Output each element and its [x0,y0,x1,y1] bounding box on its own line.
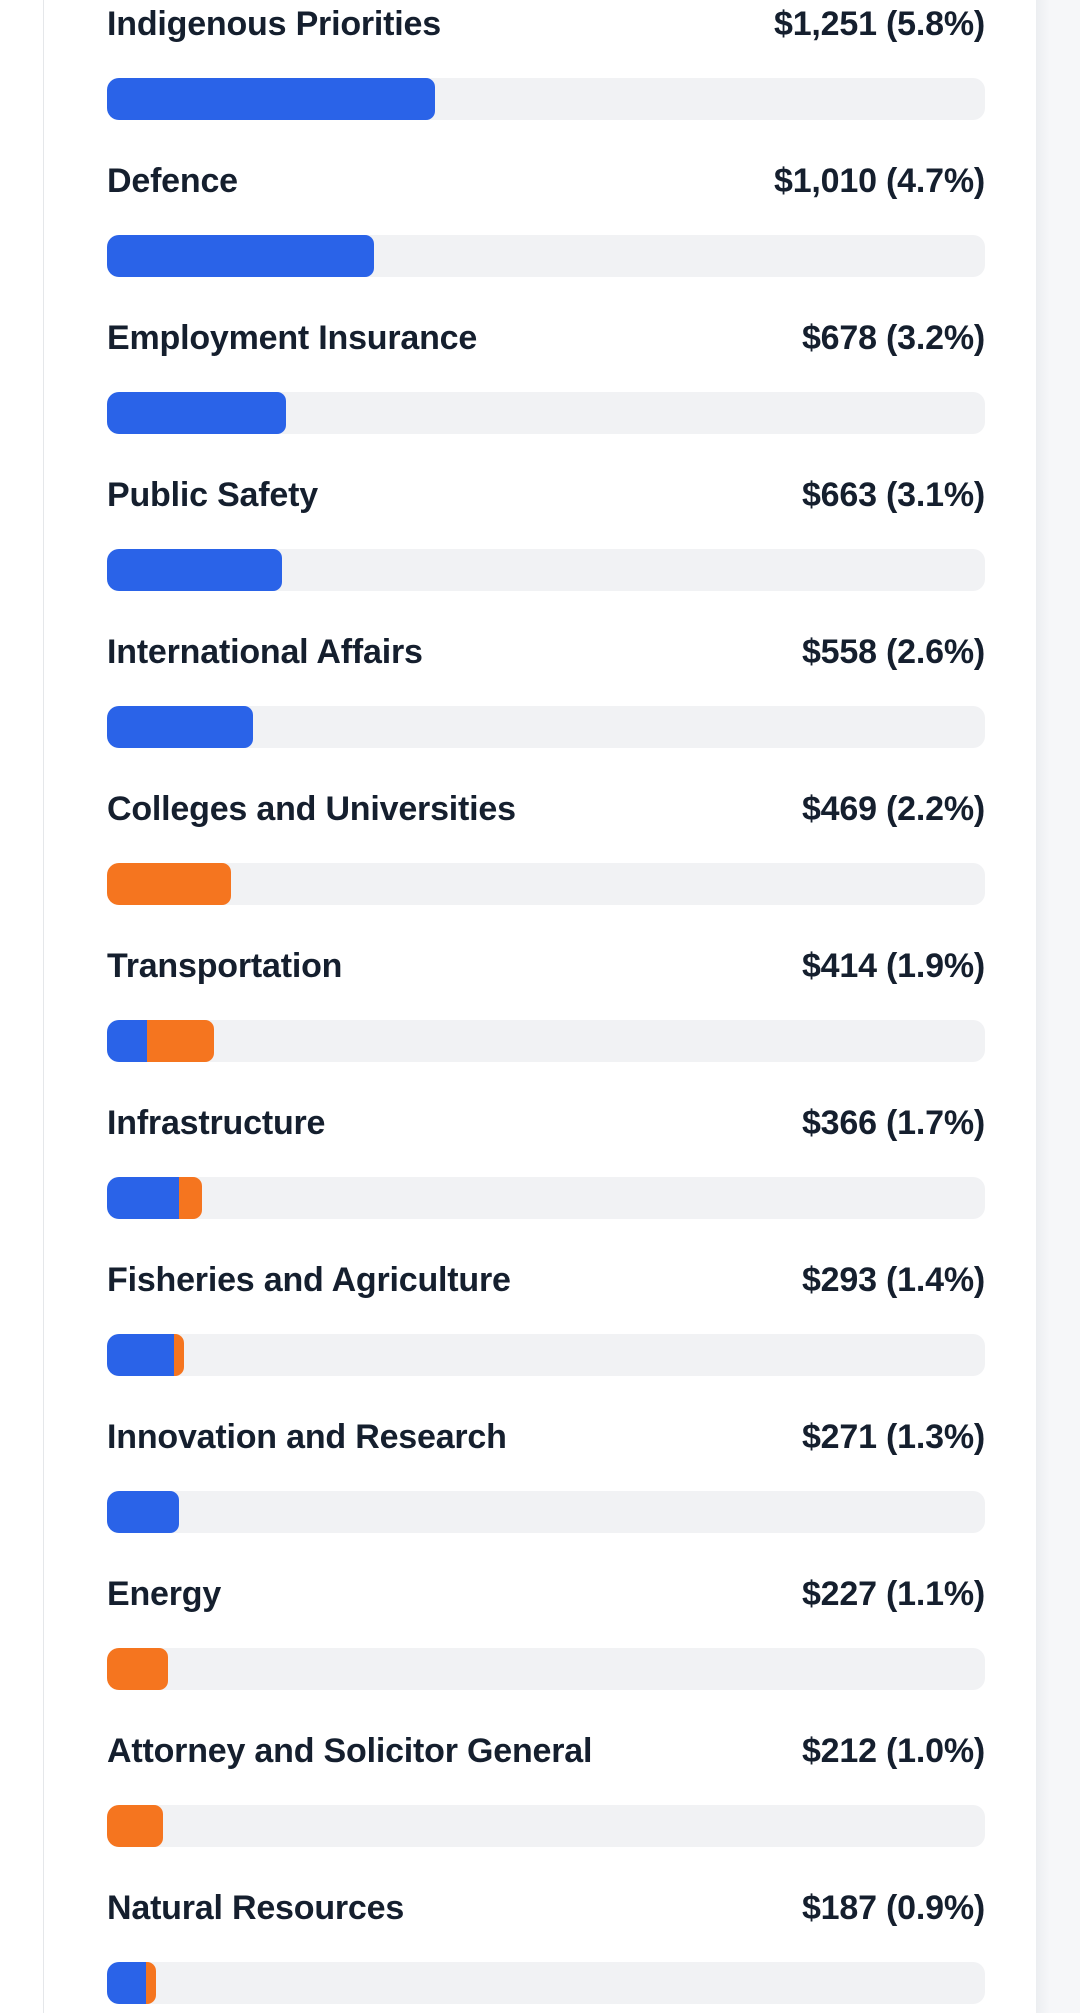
category-label: Indigenous Priorities [107,5,441,43]
category-value: $1,010 (4.7%) [774,162,985,200]
bar-track[interactable] [107,1805,985,1847]
category-label: Infrastructure [107,1104,326,1142]
category-label: Defence [107,162,238,200]
bar-segment-blue [107,1491,179,1533]
bar-segment-orange [173,1334,185,1376]
category-label: Natural Resources [107,1889,405,1927]
category-value: $227 (1.1%) [801,1575,985,1613]
bar-segment-orange [107,1648,168,1690]
budget-row: Public Safety $663 (3.1%) [107,473,985,591]
budget-row-header: Attorney and Solicitor General $212 (1.0… [107,1729,985,1773]
category-value: $1,251 (5.8%) [774,5,985,43]
budget-row: Colleges and Universities $469 (2.2%) [107,787,985,905]
budget-row-header: Fisheries and Agriculture $293 (1.4%) [107,1258,985,1302]
category-label: International Affairs [107,633,423,671]
bar-track[interactable] [107,706,985,748]
budget-row: Defence $1,010 (4.7%) [107,159,985,277]
bar-segment-blue [107,235,374,277]
budget-row-header: Employment Insurance $678 (3.2%) [107,316,985,360]
budget-row: Indigenous Priorities $1,251 (5.8%) [107,2,985,120]
bar-segment-blue [107,1962,146,2004]
bar-segment-blue [107,78,436,120]
bar-segment-orange [178,1177,202,1219]
category-value: $469 (2.2%) [801,790,985,828]
bar-segment-blue [107,392,287,434]
bar-track[interactable] [107,1177,985,1219]
bar-track[interactable] [107,1020,985,1062]
budget-row-header: Public Safety $663 (3.1%) [107,473,985,517]
budget-row: Natural Resources $187 (0.9%) [107,1886,985,2004]
bar-track[interactable] [107,863,985,905]
budget-row-header: Transportation $414 (1.9%) [107,944,985,988]
category-label: Employment Insurance [107,319,478,357]
category-label: Attorney and Solicitor General [107,1732,593,1770]
budget-row-header: Defence $1,010 (4.7%) [107,159,985,203]
budget-row-header: Indigenous Priorities $1,251 (5.8%) [107,2,985,46]
category-label: Energy [107,1575,222,1613]
bar-track[interactable] [107,78,985,120]
bar-segment-blue [107,549,282,591]
category-value: $212 (1.0%) [801,1732,985,1770]
budget-row-header: Colleges and Universities $469 (2.2%) [107,787,985,831]
bar-segment-orange [107,1805,164,1847]
bar-segment-blue [107,1177,179,1219]
bar-segment-blue [107,706,253,748]
category-label: Colleges and Universities [107,790,516,828]
budget-row-header: Infrastructure $366 (1.7%) [107,1101,985,1145]
bar-track[interactable] [107,392,985,434]
budget-list-card: Indigenous Priorities $1,251 (5.8%) Defe… [43,0,1036,2013]
bar-segment-orange [145,1962,157,2004]
category-label: Public Safety [107,476,318,514]
bar-track[interactable] [107,1491,985,1533]
bar-segment-orange [147,1020,215,1062]
budget-row: Attorney and Solicitor General $212 (1.0… [107,1729,985,1847]
category-label: Innovation and Research [107,1418,507,1456]
budget-row: Transportation $414 (1.9%) [107,944,985,1062]
bar-track[interactable] [107,235,985,277]
category-value: $366 (1.7%) [801,1104,985,1142]
bar-segment-blue [107,1020,148,1062]
category-label: Transportation [107,947,343,985]
bar-track[interactable] [107,1334,985,1376]
budget-rows: Indigenous Priorities $1,251 (5.8%) Defe… [107,2,985,2004]
category-value: $271 (1.3%) [801,1418,985,1456]
category-value: $187 (0.9%) [801,1889,985,1927]
budget-row: International Affairs $558 (2.6%) [107,630,985,748]
bar-track[interactable] [107,1648,985,1690]
category-value: $663 (3.1%) [801,476,985,514]
bar-track[interactable] [107,1962,985,2004]
bar-track[interactable] [107,549,985,591]
budget-row-header: Innovation and Research $271 (1.3%) [107,1415,985,1459]
budget-row: Energy $227 (1.1%) [107,1572,985,1690]
budget-row-header: Natural Resources $187 (0.9%) [107,1886,985,1930]
budget-row: Employment Insurance $678 (3.2%) [107,316,985,434]
budget-row: Infrastructure $366 (1.7%) [107,1101,985,1219]
budget-row-header: International Affairs $558 (2.6%) [107,630,985,674]
category-value: $558 (2.6%) [801,633,985,671]
bar-segment-orange [107,863,231,905]
budget-row: Fisheries and Agriculture $293 (1.4%) [107,1258,985,1376]
category-value: $414 (1.9%) [801,947,985,985]
budget-row: Innovation and Research $271 (1.3%) [107,1415,985,1533]
category-label: Fisheries and Agriculture [107,1261,511,1299]
category-value: $293 (1.4%) [801,1261,985,1299]
bar-segment-blue [107,1334,174,1376]
category-value: $678 (3.2%) [801,319,985,357]
budget-row-header: Energy $227 (1.1%) [107,1572,985,1616]
page-gutter [1036,0,1080,2013]
